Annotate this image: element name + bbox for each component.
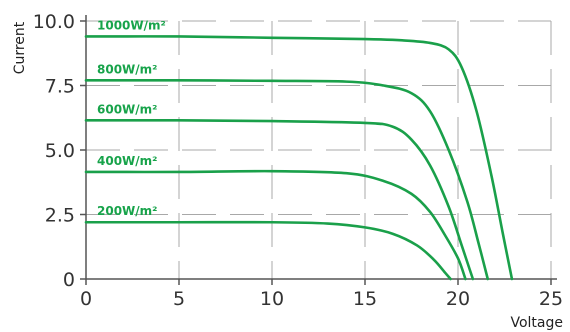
x-tick-label: 10 [260,288,284,310]
series-line-1 [84,79,490,281]
series-label-4: 200W/m² [97,204,157,218]
y-tick-label: 0 [63,269,75,291]
series-label-3: 400W/m² [97,154,157,168]
series-lines [84,35,514,281]
axes: 0 5 10 15 20 25 0 2.5 5.0 7.5 10.0 [33,11,563,310]
series-label-2: 600W/m² [97,102,157,116]
series-line-3 [84,169,467,281]
y-tick-label: 7.5 [45,76,75,98]
series-line-4 [84,220,452,281]
y-tick-label: 10.0 [33,11,75,33]
series-label-0: 1000W/m² [97,18,166,32]
y-tick-label: 5.0 [45,140,75,162]
x-tick-label: 0 [80,288,92,310]
y-tick-label: 2.5 [45,205,75,227]
x-tick-label: 25 [539,288,563,310]
x-axis-title: Voltage [510,315,563,331]
y-axis-title: Current [12,21,28,74]
series-line-2 [84,118,475,281]
x-tick-label: 5 [173,288,185,310]
x-tick-label: 20 [446,288,470,310]
grid [86,20,552,279]
series-labels: 1000W/m² 800W/m² 600W/m² 400W/m² 200W/m² [97,18,166,218]
series-label-1: 800W/m² [97,62,157,76]
x-tick-label: 15 [353,288,377,310]
series-line-0 [84,35,514,281]
